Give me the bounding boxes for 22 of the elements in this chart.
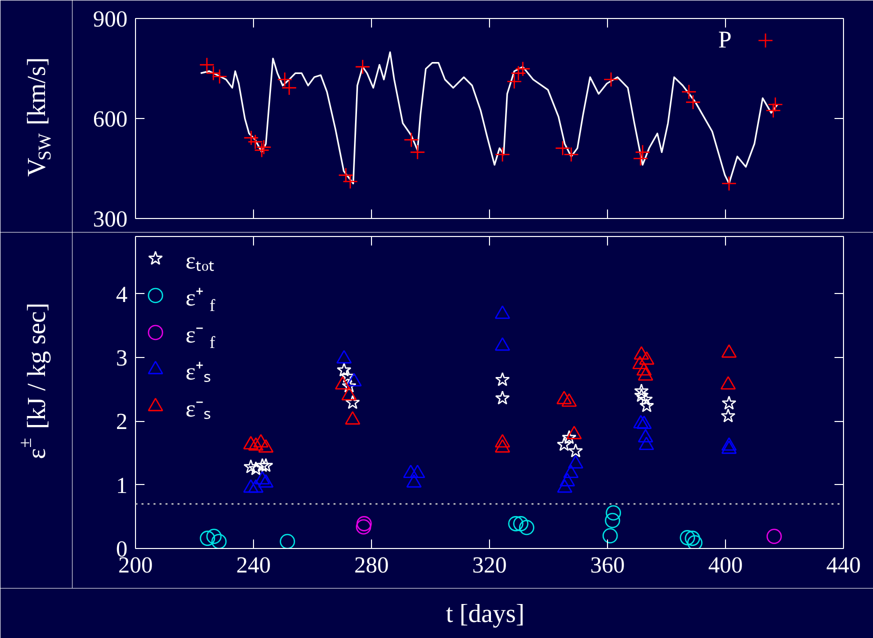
x-tick-label: 440 [826,552,861,578]
legend-label: ε⁺ₛ [186,360,211,386]
legend-label: ε⁻f [186,322,216,352]
y-axis-title: VSW [km/s] [22,57,54,177]
x-tick-label: 400 [708,552,743,578]
legend-label: εₜₒₜ [186,248,214,274]
x-tick-label: 240 [236,552,271,578]
legend-label: ε⁺f [186,286,216,316]
y-tick-label: 300 [93,206,128,232]
x-tick-label: 360 [590,552,625,578]
x-tick-label: 320 [472,552,507,578]
y-axis-title: ε± [kJ / kg sec] [14,302,51,460]
legend-label: P [718,28,732,54]
legend-label: ε⁻ₛ [186,396,211,422]
x-tick-label: 280 [354,552,389,578]
y-tick-label: 600 [93,106,128,132]
y-tick-label: 1 [116,472,128,498]
x-axis-title: t [days] [446,599,525,628]
y-tick-label: 3 [116,345,128,370]
y-tick-label: 2 [116,409,128,434]
y-tick-label: 900 [93,6,128,32]
y-tick-label: 4 [116,282,128,307]
